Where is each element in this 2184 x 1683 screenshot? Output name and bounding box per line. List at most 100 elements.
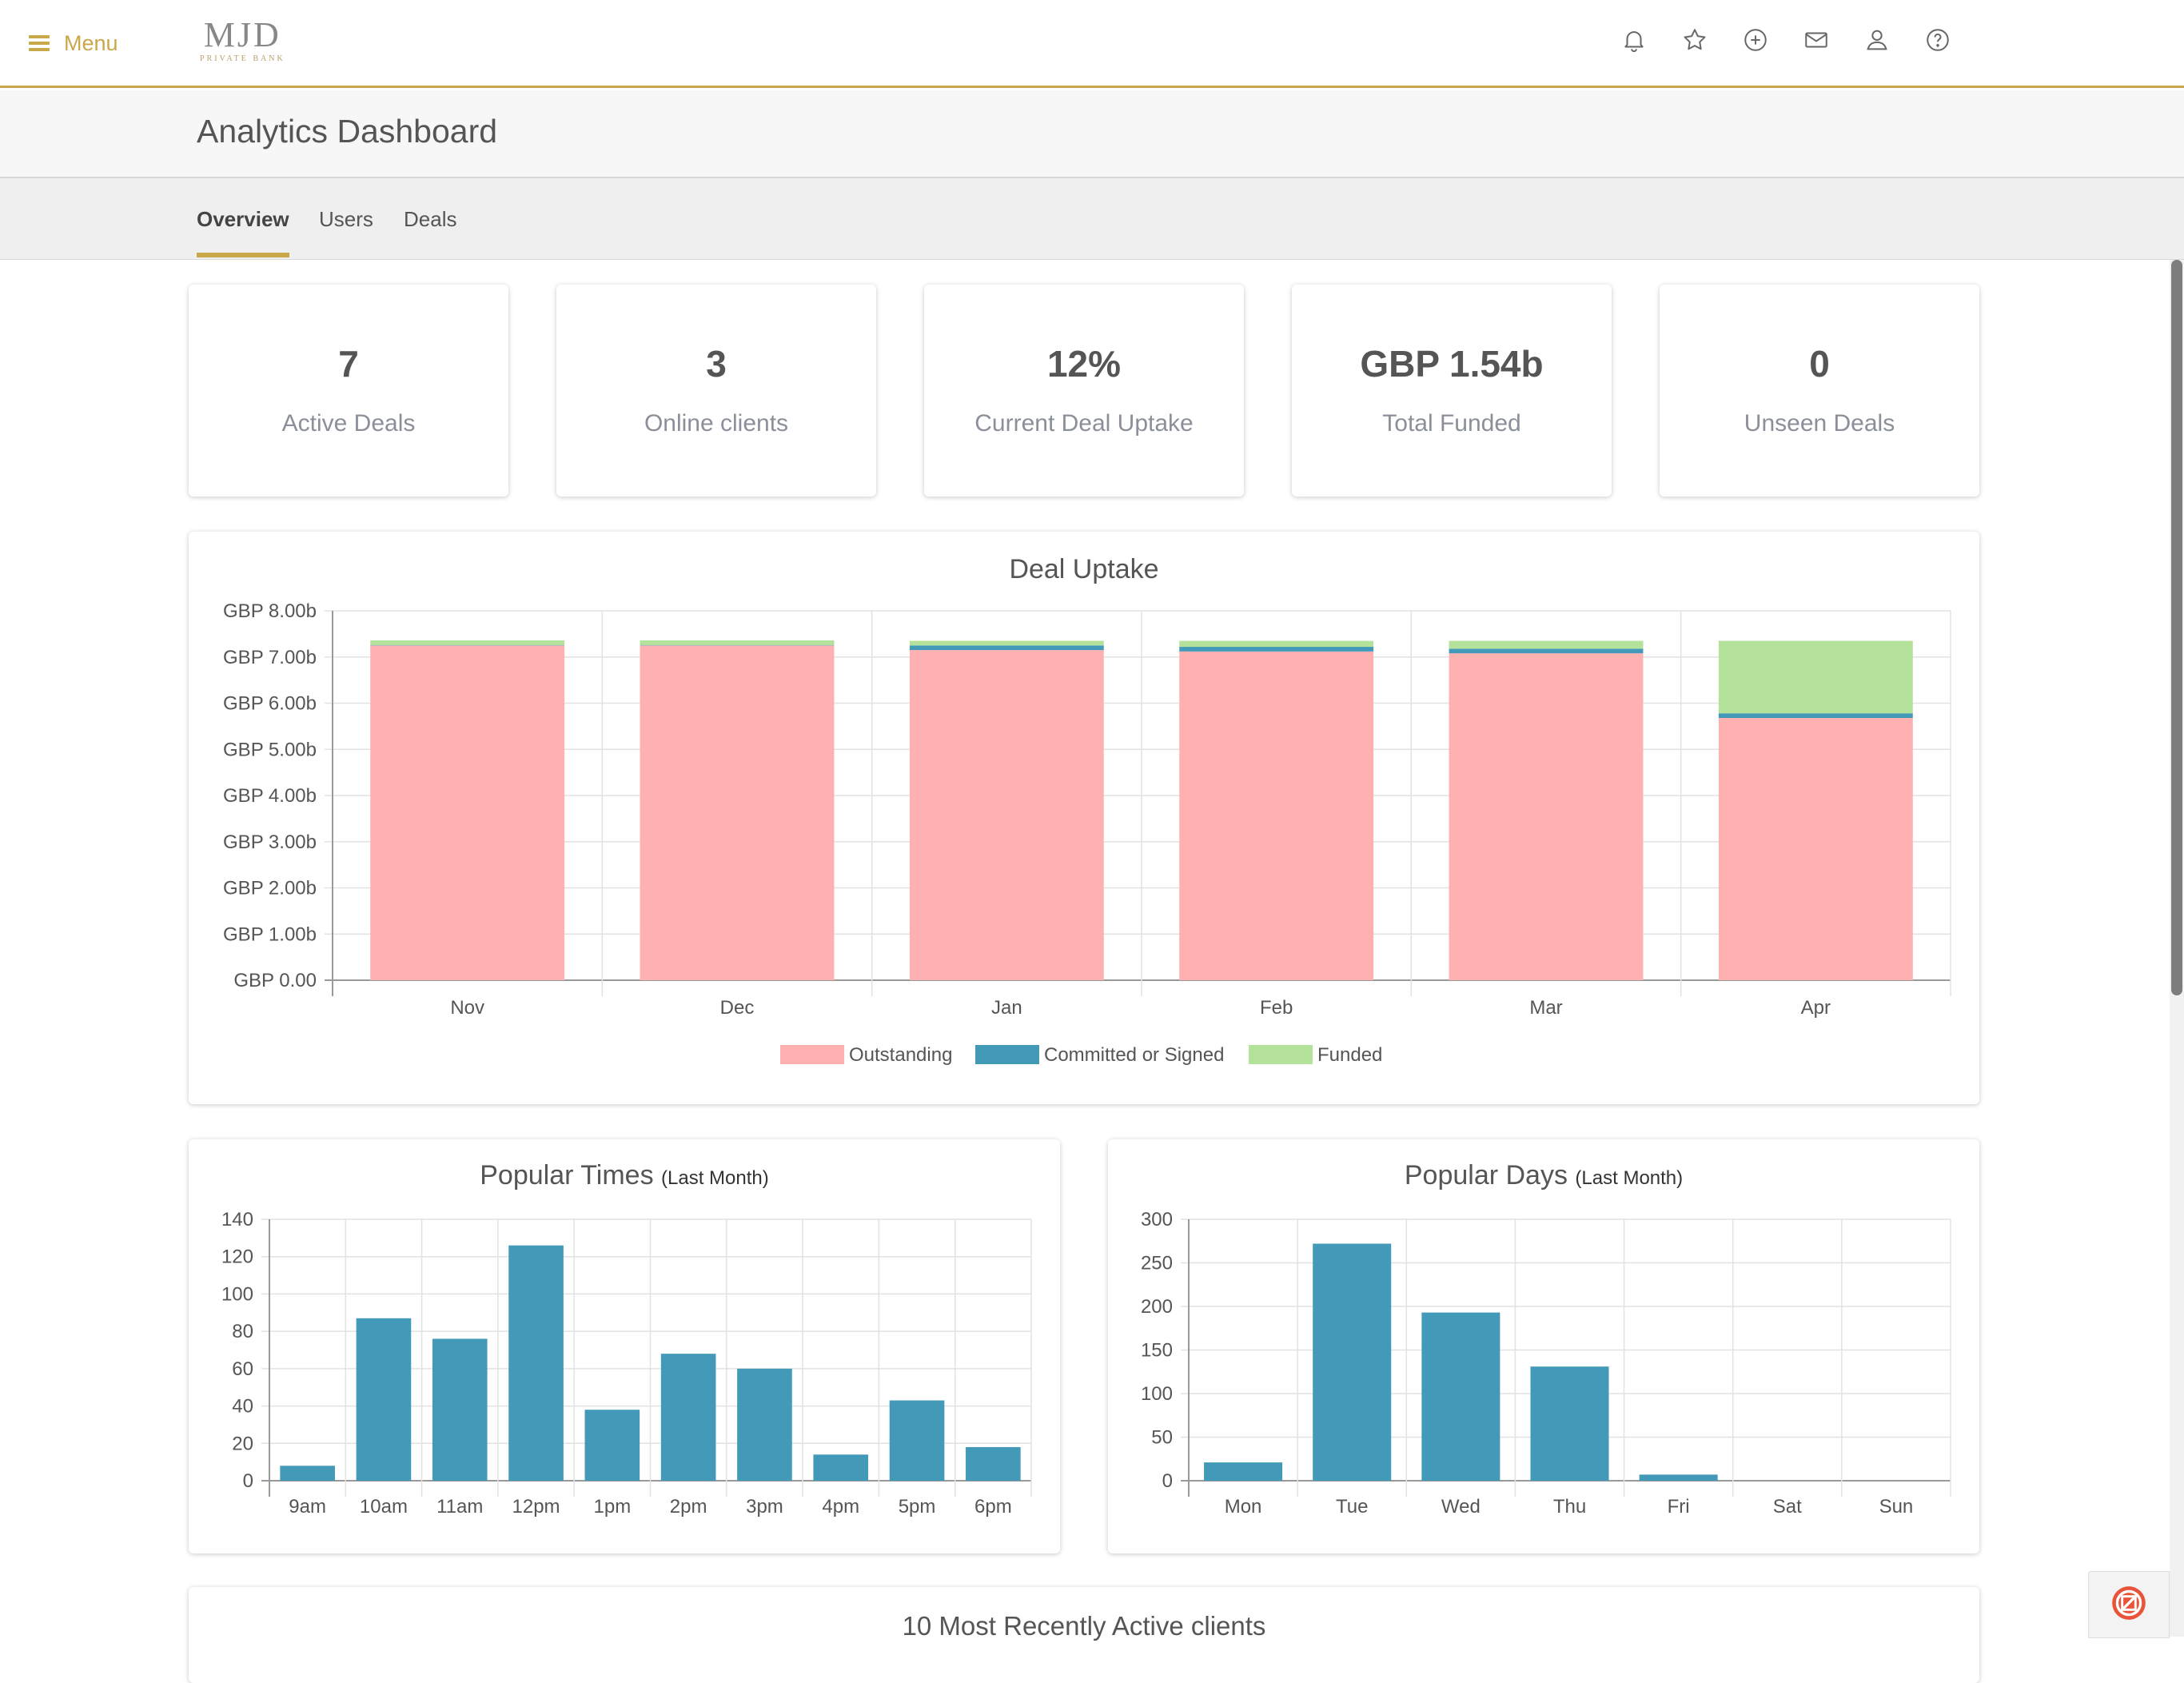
x-tick-label: 10am	[360, 1496, 408, 1517]
tab-bar: Overview Users Deals	[0, 178, 2184, 260]
chart-title: Popular Times (Last Month)	[189, 1160, 1060, 1191]
x-tick-label: 2pm	[670, 1496, 707, 1517]
x-tick-label: 3pm	[746, 1496, 783, 1517]
y-tick-label: 300	[1141, 1209, 1173, 1230]
x-tick-label: Thu	[1553, 1496, 1586, 1517]
tab-users[interactable]: Users	[319, 207, 373, 231]
menu-label: Menu	[64, 30, 118, 55]
stat-label: Total Funded	[1382, 410, 1521, 437]
legend-swatch	[1249, 1045, 1313, 1064]
legend-label: Committed or Signed	[1044, 1044, 1224, 1066]
help-icon[interactable]	[1923, 26, 1952, 54]
bar-nov	[370, 645, 565, 980]
mail-icon[interactable]	[1802, 26, 1831, 54]
x-tick-label: Jan	[991, 997, 1022, 1019]
y-tick-label: 50	[1151, 1427, 1173, 1449]
floating-action-button[interactable]	[2088, 1571, 2170, 1638]
x-tick-label: Mon	[1225, 1496, 1262, 1517]
stat-card-current-deal-uptake: 12% Current Deal Uptake	[924, 285, 1244, 497]
x-tick-label: 6pm	[974, 1496, 1012, 1517]
y-tick-label: GBP 0.00	[233, 970, 317, 991]
bar-5pm	[889, 1400, 945, 1481]
chart-title: Popular Days (Last Month)	[1108, 1160, 1979, 1191]
bar-apr	[1718, 640, 1913, 714]
logo-text: MJD	[203, 15, 281, 54]
x-tick-label: Sun	[1879, 1496, 1914, 1517]
x-tick-label: Tue	[1336, 1496, 1368, 1517]
bar-mar	[1449, 653, 1644, 980]
y-tick-label: 0	[1162, 1470, 1173, 1492]
page-header: Analytics Dashboard	[0, 90, 2184, 178]
tab-deals[interactable]: Deals	[404, 207, 457, 231]
bar-2pm	[660, 1354, 716, 1481]
y-tick-label: 200	[1141, 1296, 1173, 1318]
no-entry-icon	[2109, 1583, 2149, 1627]
stat-card-active-deals: 7 Active Deals	[189, 285, 508, 497]
chart-title-text: Popular Times	[480, 1160, 654, 1190]
bar-dec	[640, 645, 835, 980]
stat-label: Active Deals	[281, 410, 416, 437]
bar-4pm	[813, 1454, 869, 1481]
scrollbar-thumb[interactable]	[2171, 260, 2182, 995]
y-tick-label: 140	[221, 1209, 253, 1230]
chart-title-text: Deal Uptake	[1009, 554, 1159, 584]
page-title: Analytics Dashboard	[197, 113, 498, 150]
page-scrollbar[interactable]	[2170, 260, 2184, 1637]
tab-overview[interactable]: Overview	[197, 207, 289, 257]
user-icon[interactable]	[1863, 26, 1891, 54]
bar-dec	[640, 640, 835, 645]
x-tick-label: Sat	[1773, 1496, 1802, 1517]
x-tick-label: Wed	[1441, 1496, 1481, 1517]
y-tick-label: GBP 8.00b	[223, 600, 317, 622]
legend-swatch	[975, 1045, 1039, 1064]
popular-days-card: Popular Days (Last Month) 0 50 100 150 200 25…	[1108, 1139, 1979, 1553]
y-tick-label: GBP 1.00b	[223, 923, 317, 945]
y-tick-label: 250	[1141, 1253, 1173, 1274]
stat-value: 3	[706, 343, 727, 385]
y-tick-label: GBP 3.00b	[223, 832, 317, 853]
legend-swatch	[780, 1045, 844, 1064]
bar-fri	[1639, 1474, 1718, 1481]
y-tick-label: 0	[243, 1470, 253, 1492]
y-tick-label: 20	[232, 1433, 253, 1454]
brand-logo[interactable]: MJD PRIVATE BANK	[200, 15, 285, 64]
stat-value: 0	[1809, 343, 1830, 385]
menu-button[interactable]: Menu	[29, 26, 118, 61]
bar-thu	[1530, 1366, 1609, 1481]
y-tick-label: GBP 6.00b	[223, 693, 317, 715]
x-tick-label: Dec	[720, 997, 755, 1019]
y-tick-label: 100	[1141, 1383, 1173, 1405]
bar-3pm	[737, 1368, 792, 1481]
recent-clients-card: 10 Most Recently Active clients	[189, 1587, 1979, 1683]
recent-clients-title: 10 Most Recently Active clients	[902, 1611, 1266, 1641]
stat-label: Online clients	[644, 410, 789, 437]
stat-value: 7	[338, 343, 359, 385]
bar-tue	[1313, 1243, 1392, 1481]
deal-uptake-card: Deal Uptake GBP 0.00 GBP 1.00b GBP 2.00b GB…	[189, 532, 1979, 1104]
stat-value: 12%	[1046, 343, 1122, 385]
chart-subtitle: (Last Month)	[661, 1167, 769, 1189]
bar-10am	[356, 1318, 412, 1481]
x-tick-label: Feb	[1260, 997, 1293, 1019]
star-icon[interactable]	[1680, 26, 1709, 54]
stat-label: Unseen Deals	[1744, 410, 1895, 437]
stat-value: GBP 1.54b	[1360, 343, 1544, 385]
legend-label: Outstanding	[849, 1044, 952, 1066]
bar-11am	[432, 1338, 488, 1481]
bar-nov	[370, 644, 565, 646]
bell-icon[interactable]	[1620, 26, 1648, 54]
hamburger-icon	[29, 35, 50, 51]
top-navigation-bar: Menu MJD PRIVATE BANK	[0, 0, 2184, 88]
bar-9am	[280, 1466, 335, 1481]
stat-card-total-funded: GBP 1.54b Total Funded	[1292, 285, 1612, 497]
stat-card-unseen-deals: 0 Unseen Deals	[1660, 285, 1979, 497]
bar-feb	[1179, 647, 1374, 652]
y-tick-label: 40	[232, 1396, 253, 1418]
x-tick-label: 1pm	[594, 1496, 632, 1517]
popular-days-chart: 0 50 100 150 200 250 300 Mon Tue Wed Thu Fri Sat Sun	[1141, 1209, 1951, 1517]
bar-nov	[370, 640, 565, 645]
bar-1pm	[584, 1410, 640, 1481]
chart-title: Deal Uptake	[189, 554, 1979, 585]
bar-6pm	[966, 1446, 1021, 1481]
plus-circle-icon[interactable]	[1741, 26, 1770, 54]
